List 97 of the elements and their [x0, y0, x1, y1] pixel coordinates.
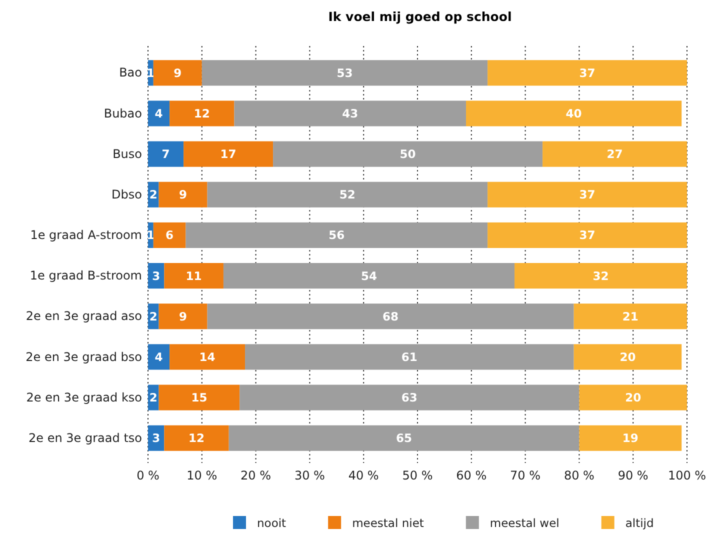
bar [245, 344, 574, 370]
bar [223, 263, 515, 289]
y-tick-label: 2e en 3e graad tso [28, 430, 142, 445]
data-label: 11 [186, 268, 202, 283]
legend-label: nooit [257, 516, 287, 530]
data-label: 4 [154, 106, 163, 120]
x-tick-label: 40 % [348, 468, 379, 483]
data-label: 17 [220, 147, 236, 162]
bar [579, 384, 687, 410]
data-label: 15 [191, 390, 208, 405]
data-label: 9 [174, 66, 182, 80]
bar [488, 60, 687, 86]
bar [158, 384, 240, 410]
legend-label: altijd [625, 516, 654, 530]
bar [488, 222, 687, 248]
data-label: 6 [166, 228, 174, 242]
bar [514, 263, 687, 289]
x-tick-label: 70 % [510, 468, 541, 483]
data-label: 3 [152, 268, 160, 283]
y-tick-label: 2e en 3e graad aso [26, 309, 142, 324]
x-tick-label: 50 % [402, 468, 433, 483]
data-label: 12 [194, 106, 210, 120]
y-tick-label: Bao [119, 66, 142, 80]
bar [228, 425, 580, 451]
data-label: 43 [342, 106, 358, 120]
x-tick-label: 20 % [240, 468, 272, 483]
data-label: 20 [620, 350, 636, 364]
data-label: 9 [179, 188, 188, 202]
x-tick-label: 0 % [136, 468, 160, 483]
data-label: 27 [606, 147, 623, 162]
data-label: 9 [179, 309, 188, 324]
data-label: 2 [149, 390, 158, 405]
y-tick-label: Bubao [104, 106, 142, 120]
bar [148, 100, 170, 126]
data-label: 53 [336, 66, 353, 80]
bar [148, 344, 170, 370]
data-label: 20 [625, 390, 642, 405]
bar [207, 182, 488, 208]
bar [574, 344, 682, 370]
bar [148, 141, 184, 167]
bar [153, 222, 186, 248]
bar [542, 141, 687, 167]
chart-title: Ik voel mij goed op school [328, 9, 512, 24]
bar [164, 425, 229, 451]
bar [207, 304, 574, 330]
data-label: 61 [401, 350, 418, 364]
data-label: 32 [592, 268, 609, 283]
data-label: 4 [154, 350, 163, 364]
x-tick-label: 80 % [564, 468, 594, 483]
data-label: 14 [199, 350, 216, 364]
data-label: 52 [339, 188, 356, 202]
data-label: 3 [152, 431, 160, 446]
y-tick-label: Dbso [112, 187, 142, 202]
x-tick-label: 100 % [668, 468, 706, 483]
bar [170, 100, 234, 126]
x-tick-label: 30 % [294, 468, 325, 483]
y-tick-label: 1e graad A-stroom [30, 228, 142, 242]
bar [202, 60, 488, 86]
bar [579, 425, 682, 451]
x-tick-label: 60 % [456, 468, 487, 483]
bar [158, 182, 208, 208]
data-label: 2 [149, 309, 158, 324]
legend-label: meestal wel [490, 516, 560, 530]
data-label: 37 [579, 66, 596, 80]
data-label: 2 [149, 188, 158, 202]
data-label: 37 [579, 228, 596, 242]
data-label: 56 [328, 228, 345, 242]
bar [234, 100, 466, 126]
bar [158, 304, 208, 330]
bar [273, 141, 543, 167]
x-tick-label: 90 % [618, 468, 648, 483]
bar [164, 263, 224, 289]
bar [170, 344, 246, 370]
data-label: 40 [566, 106, 582, 120]
data-label: 12 [188, 431, 205, 446]
data-label: 50 [400, 147, 416, 162]
y-tick-label: Buso [112, 146, 142, 161]
data-label: 19 [622, 431, 638, 446]
y-tick-label: 1e graad B-stroom [30, 268, 142, 283]
data-label: 7 [162, 147, 170, 162]
data-label: 63 [401, 390, 418, 405]
bar [240, 384, 580, 410]
y-tick-label: 2e en 3e graad bso [26, 350, 142, 364]
data-label: 54 [360, 268, 377, 283]
data-label: 37 [579, 188, 596, 202]
bar [574, 304, 687, 330]
bar [488, 182, 687, 208]
bar [153, 60, 202, 86]
data-label: 65 [396, 431, 412, 446]
bar [186, 222, 488, 248]
data-label: 21 [622, 309, 638, 324]
bar [184, 141, 274, 167]
data-label: 68 [382, 309, 399, 324]
y-tick-label: 2e en 3e graad kso [26, 390, 142, 404]
legend-label: meestal niet [352, 516, 424, 530]
x-tick-label: 10 % [186, 468, 218, 483]
bar [466, 100, 682, 126]
